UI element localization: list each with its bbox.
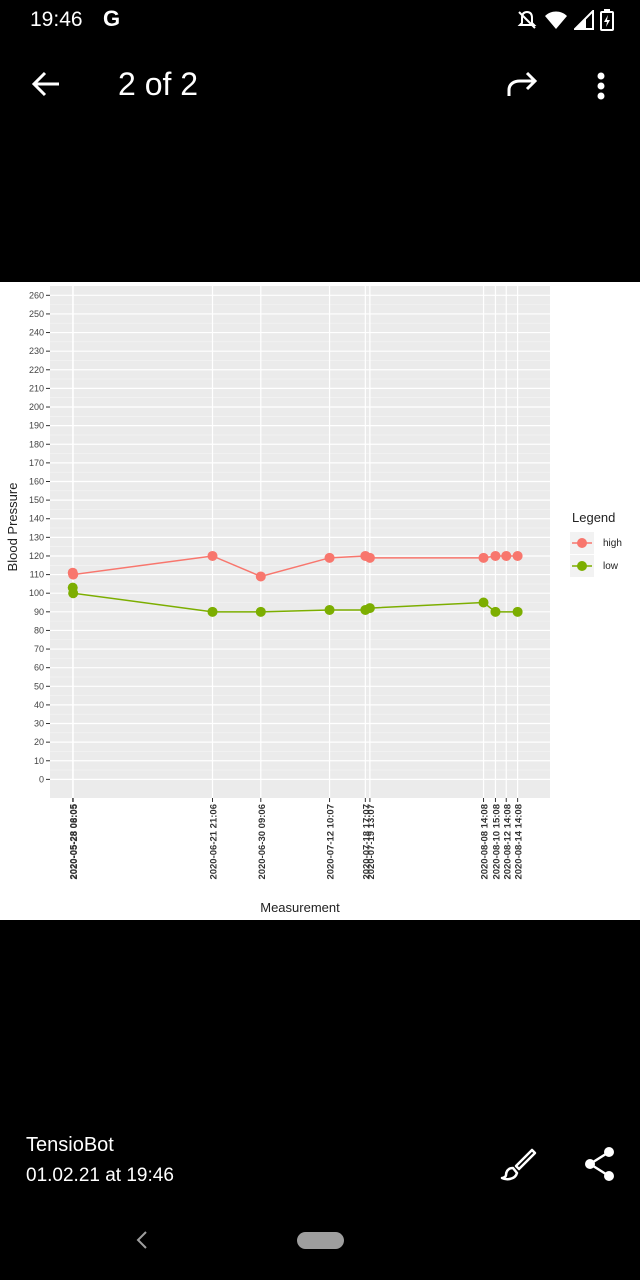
x-tick-label: 2020-08-10 15:08 <box>491 804 502 880</box>
y-tick-label: 20 <box>34 737 44 747</box>
notifications-off-icon <box>517 10 537 29</box>
message-info: TensioBot 01.02.21 at 19:46 <box>26 1134 174 1187</box>
y-tick-label: 10 <box>34 756 44 766</box>
x-tick-label: 2020-07-18 17:07 <box>361 804 372 880</box>
data-point-high <box>68 569 79 580</box>
x-tick-label: 2020-08-14 14:08 <box>514 804 525 880</box>
y-axis-label: Blood Pressure <box>5 483 20 572</box>
y-tick-label: 180 <box>29 439 44 449</box>
wifi-icon <box>545 11 567 29</box>
y-tick-label: 130 <box>29 532 44 542</box>
data-point-low <box>207 606 218 617</box>
data-point-low <box>478 597 489 608</box>
y-tick-label: 210 <box>29 383 44 393</box>
x-tick-label: 2020-06-21 21:06 <box>209 804 220 880</box>
legend: Legend high low <box>570 510 622 577</box>
y-axis-ticks: 0 10 20 30 40 50 60 70 80 90 100 110 120 130 140 150 160… <box>29 290 50 784</box>
x-tick-label: 2020-07-12 10:07 <box>326 804 337 880</box>
x-tick-label: 2020-07-19 13:07 <box>366 804 377 880</box>
x-tick-label: 2020-05-28 08:05 <box>69 803 80 879</box>
message-timestamp: 01.02.21 at 19:46 <box>26 1165 174 1186</box>
y-tick-label: 200 <box>29 402 44 412</box>
home-pill[interactable] <box>297 1232 344 1249</box>
x-tick-label: 2020-08-08 14:08 <box>480 804 491 880</box>
arrow-back-icon[interactable] <box>26 64 66 104</box>
data-point-high <box>478 552 489 563</box>
y-tick-label: 140 <box>29 514 44 524</box>
legend-title: Legend <box>572 510 615 525</box>
data-point-low <box>324 604 335 615</box>
sender-name: TensioBot <box>26 1134 114 1156</box>
data-point-low <box>68 588 79 599</box>
data-point-low <box>364 603 375 614</box>
system-nav-bar <box>0 1210 640 1280</box>
share-arrow-icon[interactable] <box>502 66 542 106</box>
data-point-high <box>324 552 335 563</box>
data-point-high <box>501 550 512 561</box>
y-tick-label: 50 <box>34 681 44 691</box>
data-point-low <box>255 606 266 617</box>
y-tick-label: 150 <box>29 495 44 505</box>
y-tick-label: 220 <box>29 365 44 375</box>
series-points <box>67 550 523 617</box>
legend-label-low: low <box>603 561 619 572</box>
data-point-high <box>512 550 523 561</box>
page-counter: 2 of 2 <box>118 66 199 102</box>
status-bar: 19:46 G <box>0 0 640 40</box>
brush-icon[interactable] <box>498 1144 538 1184</box>
more-vert-icon[interactable] <box>586 66 616 106</box>
signal-icon <box>574 10 594 30</box>
status-time: 19:46 <box>30 8 83 31</box>
app-bar: 2 of 2 <box>0 50 640 120</box>
y-tick-label: 60 <box>34 663 44 673</box>
y-tick-label: 120 <box>29 551 44 561</box>
share-icon[interactable] <box>582 1144 618 1184</box>
blood-pressure-chart: 0 10 20 30 40 50 60 70 80 90 100 110 120 130 140 150 160… <box>5 286 622 915</box>
y-tick-label: 160 <box>29 476 44 486</box>
y-tick-label: 240 <box>29 328 44 338</box>
y-tick-label: 250 <box>29 309 44 319</box>
x-tick-label: 2020-05-28 06:05 <box>69 803 80 879</box>
y-tick-label: 40 <box>34 700 44 710</box>
data-point-low <box>512 606 523 617</box>
y-tick-label: 80 <box>34 625 44 635</box>
nav-back-icon[interactable] <box>130 1228 154 1252</box>
y-tick-label: 190 <box>29 421 44 431</box>
grid-lines <box>50 286 550 798</box>
battery-icon <box>600 9 614 31</box>
x-tick-label: 2020-08-12 14:08 <box>502 804 513 880</box>
status-icons <box>516 9 614 31</box>
y-tick-label: 30 <box>34 719 44 729</box>
y-tick-label: 260 <box>29 290 44 300</box>
y-tick-label: 90 <box>34 607 44 617</box>
y-tick-label: 100 <box>29 588 44 598</box>
y-tick-label: 0 <box>39 774 44 784</box>
data-point-low <box>490 606 501 617</box>
y-tick-label: 230 <box>29 346 44 356</box>
data-point-high <box>490 550 501 561</box>
series-line-low <box>71 587 518 613</box>
legend-key-high-point <box>577 538 587 548</box>
google-notification-icon: G <box>103 6 121 31</box>
legend-label-high: high <box>603 538 622 549</box>
data-point-high <box>255 571 266 582</box>
data-point-high <box>364 552 375 563</box>
data-point-high <box>207 550 218 561</box>
x-axis-label: Measurement <box>260 900 340 915</box>
x-tick-label: 2020-06-30 09:06 <box>257 804 268 880</box>
y-tick-label: 170 <box>29 458 44 468</box>
legend-key-low-point <box>577 561 587 571</box>
y-tick-label: 110 <box>30 570 44 580</box>
photo-chart: 0 10 20 30 40 50 60 70 80 90 100 110 120 130 140 150 160… <box>0 282 640 920</box>
y-tick-label: 70 <box>34 644 44 654</box>
plot-panel <box>50 286 550 798</box>
